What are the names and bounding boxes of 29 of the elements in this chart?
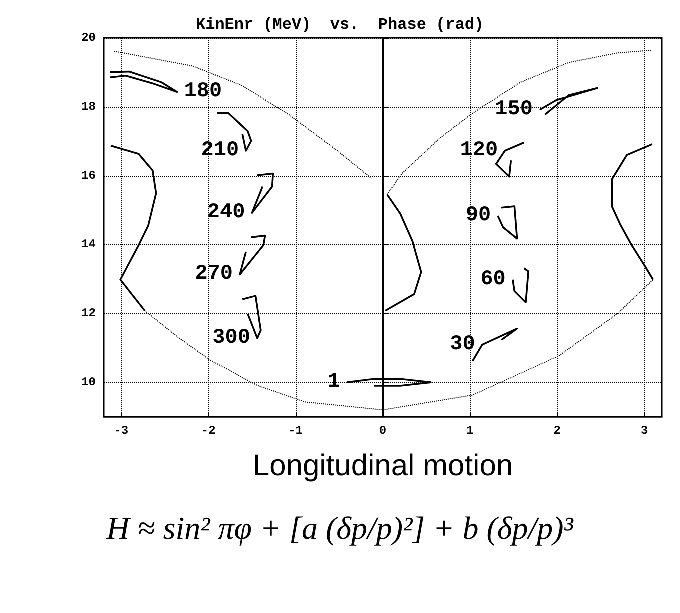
annotation: 120	[460, 140, 498, 163]
line-series	[497, 206, 518, 240]
x-tick-label: 0	[379, 424, 387, 438]
y-tick-label: 18	[82, 100, 96, 114]
y-tick-label: 12	[82, 306, 96, 321]
y-tick-label: 14	[82, 238, 96, 252]
x-tick-label: 3	[640, 424, 648, 438]
annotation: 180	[184, 80, 222, 104]
annotation: 1	[328, 371, 340, 394]
annotation: 60	[480, 268, 506, 292]
annotation: 300	[212, 326, 250, 350]
chart-title: KinEnr (MeV) vs. Phase (rad)	[196, 16, 484, 34]
x-tick-label: 2	[554, 424, 561, 438]
text: H ≈ sin² πφ + [a (δp/p)²] + b (δp/p)³	[106, 510, 574, 546]
line-series	[512, 268, 530, 304]
annotation: 150	[495, 98, 533, 122]
y-tick-label: 10	[82, 376, 96, 390]
annotation: 240	[207, 202, 246, 225]
x-tick-label: -1	[288, 424, 304, 438]
annotation: 270	[195, 263, 234, 286]
annotation: 30	[450, 333, 476, 356]
x-tick-label: -2	[201, 424, 216, 438]
annotation: 210	[201, 140, 240, 163]
x-tick-label: 1	[466, 424, 474, 438]
x-tick-label: -3	[114, 424, 129, 438]
y-tick-label: 20	[82, 31, 96, 45]
y-tick-label: 16	[82, 168, 96, 183]
annotation: 90	[466, 204, 492, 228]
x-axis-title: Longitudinal motion	[252, 450, 514, 482]
